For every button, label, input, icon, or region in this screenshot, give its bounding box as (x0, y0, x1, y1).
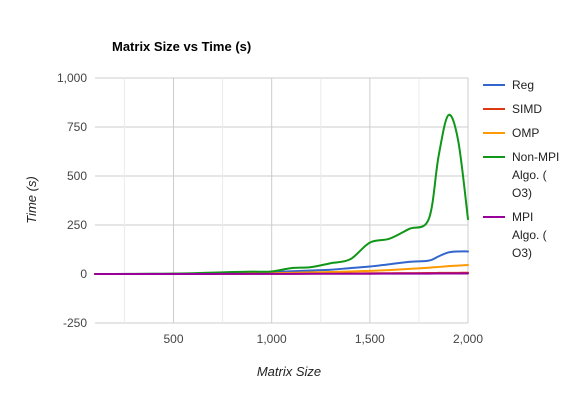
legend-label-4: MPI (512, 210, 533, 224)
legend-label-3: Algo. ( (512, 168, 547, 182)
y-axis-title: Time (s) (24, 176, 39, 224)
y-tick-label: 500 (67, 169, 87, 183)
legend-label-2: OMP (512, 126, 539, 140)
x-tick-label: 500 (164, 332, 184, 346)
y-tick-label: -250 (63, 316, 87, 330)
y-tick-label: 0 (80, 267, 87, 281)
legend-label-4: O3) (512, 246, 532, 260)
x-axis-title: Matrix Size (257, 364, 321, 379)
y-tick-label: 250 (67, 218, 87, 232)
x-tick-label: 2,000 (453, 332, 483, 346)
grid-lines (95, 77, 469, 324)
legend-label-0: Reg (512, 78, 534, 92)
y-tick-label: 750 (67, 120, 87, 134)
legend-label-1: SIMD (512, 102, 542, 116)
legend-label-3: Non-MPI (512, 150, 559, 164)
x-tick-label: 1,000 (257, 332, 287, 346)
y-tick-label: 1,000 (57, 71, 87, 85)
series-lines (94, 113, 469, 276)
series-line-3 (94, 113, 469, 276)
legend: Reg SIMD OMP Non-MPI Algo. ( O3) MPI Algo. ( O3) (483, 78, 559, 260)
series-line-4 (94, 272, 469, 276)
chart-title: Matrix Size vs Time (s) (112, 39, 251, 54)
x-tick-label: 1,500 (355, 332, 385, 346)
legend-label-3: O3) (512, 186, 532, 200)
legend-label-4: Algo. ( (512, 228, 547, 242)
